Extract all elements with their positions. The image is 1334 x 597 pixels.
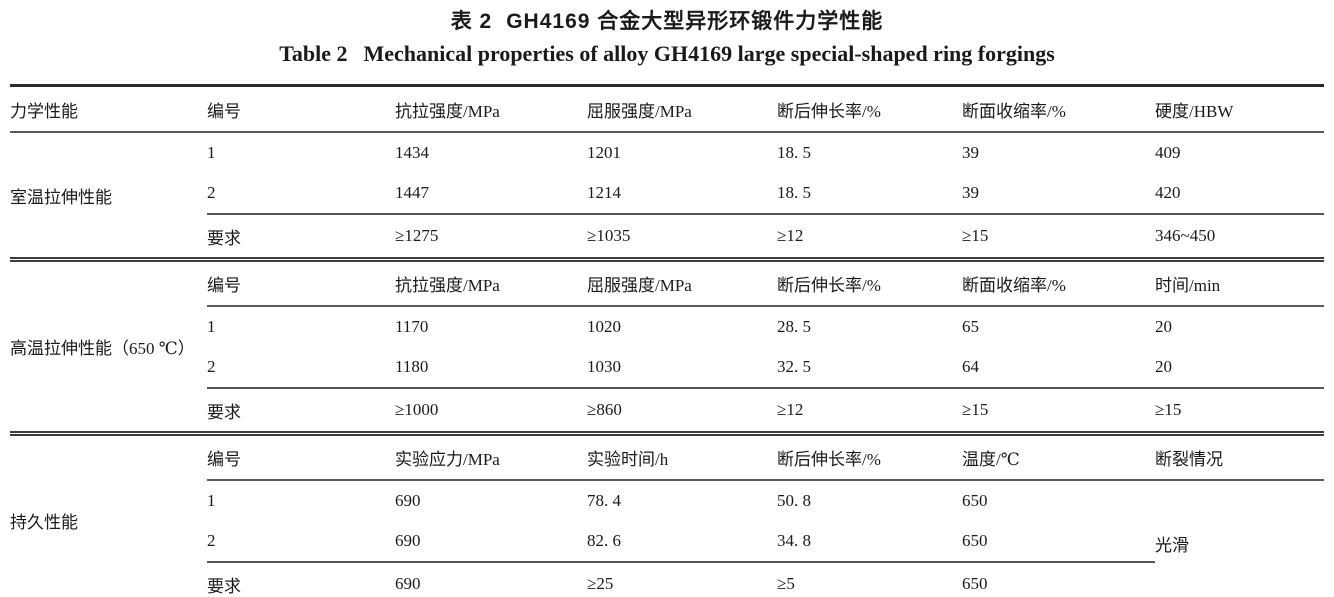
requirement-row: 要求 ≥1275 ≥1035 ≥12 ≥15 346~450 xyxy=(10,213,1324,260)
data-cell: 690 xyxy=(395,491,421,510)
data-cell: 32. 5 xyxy=(777,357,811,376)
data-cell: ≥860 xyxy=(587,387,777,434)
table-row: 2 1180 1030 32. 5 64 20 xyxy=(10,347,1324,388)
data-cell: 20 xyxy=(1155,317,1172,336)
fracture-result-cell: 光滑 xyxy=(1155,535,1189,555)
data-cell: 1 xyxy=(207,143,216,162)
data-cell: ≥1000 xyxy=(395,387,587,434)
data-cell: ≥15 xyxy=(962,213,1155,260)
data-cell: 650 xyxy=(962,561,1155,597)
data-cell: 650 xyxy=(962,491,988,510)
data-cell: 64 xyxy=(962,357,979,376)
column-header-test-time: 实验时间/h xyxy=(587,431,777,481)
table-number-en: Table 2 xyxy=(279,41,348,66)
table-title-en: Table 2 Mechanical properties of alloy GH… xyxy=(0,41,1334,67)
data-cell: ≥12 xyxy=(777,213,962,260)
column-header-yield-strength: 屈服强度/MPa xyxy=(587,257,777,307)
data-cell: 2 xyxy=(207,357,216,376)
data-cell: ≥1275 xyxy=(395,213,587,260)
data-cell: 2 xyxy=(207,183,216,202)
data-cell: 1180 xyxy=(395,357,429,376)
table-row: 2 690 82. 6 34. 8 650 xyxy=(10,521,1324,562)
data-cell: 1170 xyxy=(395,317,429,336)
column-header-elongation: 断后伸长率/% xyxy=(777,431,962,481)
mechanical-properties-table: 力学性能 编号 抗拉强度/MPa 屈服强度/MPa 断后伸长率/% 断面收缩率/… xyxy=(10,84,1324,597)
data-cell: 420 xyxy=(1155,183,1181,202)
column-header-fracture-condition: 断裂情况 xyxy=(1155,431,1324,481)
column-header-yield-strength: 屈服强度/MPa xyxy=(587,85,777,133)
data-cell: 346~450 xyxy=(1155,213,1324,260)
data-cell: 50. 8 xyxy=(777,491,811,510)
column-header-elongation: 断后伸长率/% xyxy=(777,257,962,307)
data-cell: 34. 8 xyxy=(777,531,811,550)
data-cell: 1201 xyxy=(587,143,621,162)
column-header-time: 时间/min xyxy=(1155,257,1324,307)
table-row: 2 1447 1214 18. 5 39 420 xyxy=(10,173,1324,214)
data-cell: 1434 xyxy=(395,143,429,162)
data-cell: 2 xyxy=(207,531,216,550)
column-header-tensile-strength: 抗拉强度/MPa xyxy=(395,85,587,133)
data-cell: ≥5 xyxy=(777,561,962,597)
data-cell: 18. 5 xyxy=(777,143,811,162)
main-header-row: 力学性能 编号 抗拉强度/MPa 屈服强度/MPa 断后伸长率/% 断面收缩率/… xyxy=(10,85,1324,133)
section-label-room-temp: 室温拉伸性能 xyxy=(10,187,112,207)
section-label-high-temp: 高温拉伸性能（650 ℃） xyxy=(10,257,207,434)
column-header-reduction-of-area: 断面收缩率/% xyxy=(962,257,1155,307)
table-title-zh-text: GH4169 合金大型异形环锻件力学性能 xyxy=(506,10,884,33)
data-cell: ≥15 xyxy=(1155,387,1324,434)
requirement-row: 要求 690 ≥25 ≥5 650 xyxy=(10,561,1324,597)
data-cell: 1020 xyxy=(587,317,621,336)
table-number-zh: 表 2 xyxy=(450,10,493,33)
data-cell: 690 xyxy=(395,561,587,597)
data-cell: 78. 4 xyxy=(587,491,621,510)
data-cell: ≥25 xyxy=(587,561,777,597)
column-header-property: 力学性能 xyxy=(10,85,207,133)
section-header-row: 持久性能 编号 实验应力/MPa 实验时间/h 断后伸长率/% 温度/℃ 断裂情… xyxy=(10,431,1324,597)
data-cell: ≥15 xyxy=(962,387,1155,434)
data-cell: 1030 xyxy=(587,357,621,376)
table-row: 室温拉伸性能 1 1434 1201 18. 5 39 409 xyxy=(10,132,1324,207)
data-cell: 1 xyxy=(207,317,216,336)
data-cell: 65 xyxy=(962,317,979,336)
data-cell: 20 xyxy=(1155,357,1172,376)
requirement-label: 要求 xyxy=(207,561,395,597)
column-header-tensile-strength: 抗拉强度/MPa xyxy=(395,257,587,307)
data-cell: 650 xyxy=(962,531,988,550)
data-cell: 409 xyxy=(1155,143,1181,162)
section-label-stress-rupture: 持久性能 xyxy=(10,431,207,597)
data-cell: ≥1035 xyxy=(587,213,777,260)
data-cell: 28. 5 xyxy=(777,317,811,336)
data-cell: 1 xyxy=(207,491,216,510)
column-header-number: 编号 xyxy=(207,257,395,307)
column-header-test-stress: 实验应力/MPa xyxy=(395,431,587,481)
requirement-label: 要求 xyxy=(207,213,395,260)
table-row: 1 690 78. 4 50. 8 650 光滑 xyxy=(10,480,1324,555)
section-header-row: 高温拉伸性能（650 ℃） 编号 抗拉强度/MPa 屈服强度/MPa 断后伸长率… xyxy=(10,257,1324,434)
table-title-en-text: Mechanical properties of alloy GH4169 la… xyxy=(363,41,1055,66)
table-row: 1 1170 1020 28. 5 65 20 xyxy=(10,306,1324,347)
data-cell: 82. 6 xyxy=(587,531,621,550)
requirement-label: 要求 xyxy=(207,387,395,434)
table-title-zh: 表 2 GH4169 合金大型异形环锻件力学性能 xyxy=(0,5,1334,35)
column-header-hardness: 硬度/HBW xyxy=(1155,85,1324,133)
column-header-temperature: 温度/℃ xyxy=(962,431,1155,481)
column-header-number: 编号 xyxy=(207,431,395,481)
requirement-row: 要求 ≥1000 ≥860 ≥12 ≥15 ≥15 xyxy=(10,387,1324,434)
data-cell: 39 xyxy=(962,143,979,162)
column-header-number: 编号 xyxy=(207,85,395,133)
data-cell: 1214 xyxy=(587,183,621,202)
column-header-elongation: 断后伸长率/% xyxy=(777,85,962,133)
data-cell: 690 xyxy=(395,531,421,550)
data-cell: 1447 xyxy=(395,183,429,202)
column-header-reduction-of-area: 断面收缩率/% xyxy=(962,85,1155,133)
data-cell: 39 xyxy=(962,183,979,202)
data-cell: ≥12 xyxy=(777,387,962,434)
data-cell: 18. 5 xyxy=(777,183,811,202)
